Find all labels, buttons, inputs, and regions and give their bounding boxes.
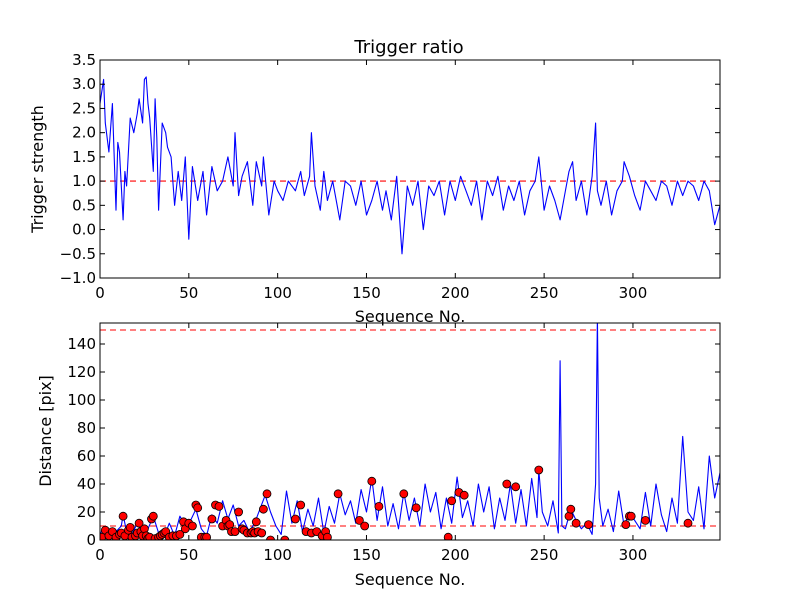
data-point-marker — [360, 521, 370, 531]
bottom-y-tick-label: 40 — [77, 475, 96, 493]
bottom-y-tick-label: 60 — [77, 447, 96, 465]
data-point-marker — [148, 511, 158, 521]
top-y-axis-label: Trigger strength — [28, 105, 47, 234]
bottom-x-tick-label: 200 — [441, 546, 470, 564]
bottom-y-axis-label: Distance [pix] — [36, 375, 55, 487]
data-point-marker — [683, 518, 693, 528]
data-point-marker — [262, 489, 272, 499]
bottom-plot-frame — [99, 322, 721, 541]
top-x-tick-label: 100 — [263, 284, 292, 302]
data-point-marker — [266, 535, 275, 540]
bottom-y-tick-label: 20 — [77, 503, 96, 521]
top-y-tick-label: 2.5 — [72, 99, 96, 117]
bottom-x-axis-label: Sequence No. — [355, 570, 466, 589]
data-point-marker — [447, 496, 457, 506]
data-point-marker — [234, 507, 244, 517]
data-point-marker — [125, 523, 135, 532]
data-point-marker — [258, 504, 268, 514]
data-point-marker — [187, 521, 197, 531]
data-point-marker — [399, 489, 409, 499]
trigger-ratio-panel: Trigger ratio 0 50 100 150 200 250 300 −1.0 −0.5… — [28, 37, 721, 326]
top-x-tick-label: 50 — [179, 284, 198, 302]
data-point-marker — [626, 511, 636, 521]
data-point-marker — [566, 504, 576, 514]
data-point-marker — [374, 501, 384, 511]
bottom-x-tick-label: 250 — [530, 546, 559, 564]
bottom-x-tick-label: 150 — [352, 546, 381, 564]
top-y-tick-label: 1.0 — [72, 172, 96, 190]
data-point-marker — [323, 532, 332, 540]
data-point-marker — [443, 532, 453, 540]
data-point-marker — [459, 490, 469, 500]
data-point-marker — [290, 514, 300, 524]
top-y-tick-label: −0.5 — [60, 245, 96, 263]
top-x-tick-label: 300 — [619, 284, 648, 302]
data-point-marker — [584, 520, 593, 529]
data-point-marker — [354, 516, 364, 525]
top-y-tick-label: 3.0 — [72, 75, 96, 93]
top-x-tick-label: 200 — [441, 284, 470, 302]
distance-panel: 0 50 100 150 200 250 300 0 20 40 60 80 100 120 140 Seq… — [36, 322, 721, 589]
top-x-tick-label: 0 — [95, 284, 105, 302]
bottom-y-tick-label: 0 — [86, 531, 96, 549]
bottom-x-tick-label: 300 — [619, 546, 648, 564]
bottom-series-line — [100, 323, 720, 538]
top-x-tick-label: 150 — [352, 284, 381, 302]
data-point-marker — [175, 530, 185, 539]
chart-title: Trigger ratio — [353, 37, 463, 58]
top-series-line — [100, 76, 720, 255]
data-point-marker — [333, 489, 343, 499]
data-point-marker — [621, 520, 631, 529]
data-point-marker — [134, 518, 144, 528]
top-x-tick-label: 250 — [530, 284, 559, 302]
data-point-marker — [202, 532, 211, 540]
bottom-y-tick-label: 100 — [67, 391, 96, 409]
data-point-marker — [296, 500, 306, 510]
bottom-y-tick-label: 140 — [67, 335, 96, 353]
top-y-tick-label: −1.0 — [60, 269, 96, 287]
data-point-marker — [214, 501, 224, 511]
data-point-marker — [511, 482, 521, 492]
data-point-marker — [207, 514, 217, 524]
data-point-marker — [411, 503, 421, 513]
data-point-marker — [193, 503, 203, 513]
top-plot-frame — [99, 59, 721, 279]
data-point-marker — [534, 465, 544, 475]
bottom-x-tick-label: 100 — [263, 546, 292, 564]
data-point-marker — [571, 518, 581, 528]
top-y-tick-label: 2.0 — [72, 124, 96, 142]
data-point-marker — [367, 476, 377, 486]
bottom-x-tick-label: 0 — [95, 546, 105, 564]
top-y-tick-label: 0.5 — [72, 196, 96, 214]
data-point-marker — [251, 517, 261, 527]
data-point-marker — [257, 528, 267, 538]
bottom-x-tick-label: 50 — [179, 546, 198, 564]
top-x-axis-label: Sequence No. — [355, 307, 466, 326]
top-y-tick-label: 0.0 — [72, 221, 96, 239]
data-point-marker — [118, 511, 128, 521]
data-point-marker — [641, 516, 650, 525]
top-y-tick-label: 1.5 — [72, 148, 96, 166]
data-point-marker — [280, 535, 290, 540]
top-y-tick-label: 3.5 — [72, 51, 96, 69]
bottom-y-tick-label: 80 — [77, 419, 96, 437]
bottom-y-tick-label: 120 — [67, 363, 96, 381]
data-point-marker — [502, 479, 512, 489]
